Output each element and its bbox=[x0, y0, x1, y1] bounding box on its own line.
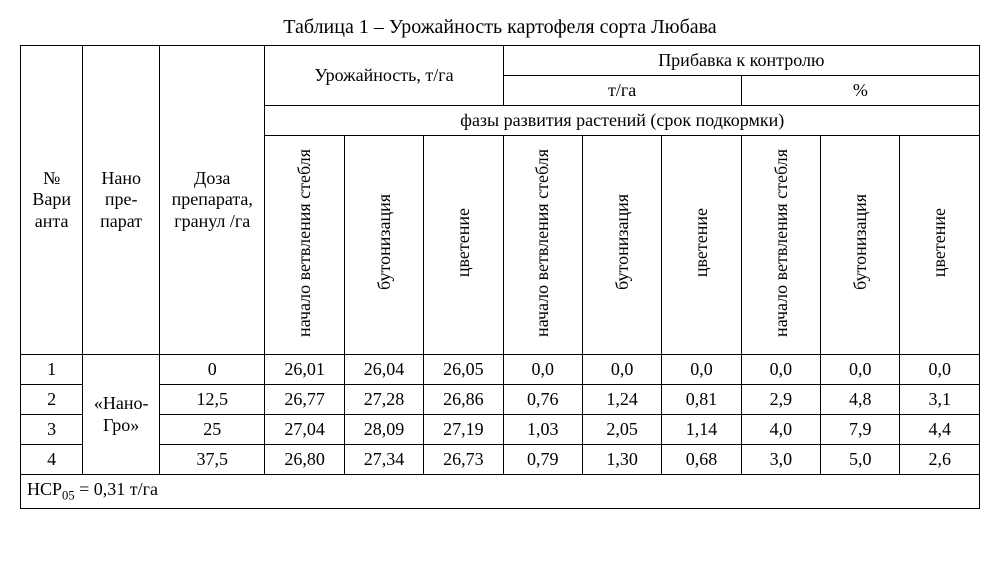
cell-value: 26,86 bbox=[424, 385, 503, 415]
phase-label: бутонизация bbox=[850, 188, 871, 296]
header-percent: % bbox=[741, 76, 979, 106]
cell-value: 1,14 bbox=[662, 415, 741, 445]
cell-value: 26,73 bbox=[424, 445, 503, 475]
header-phases-span: фазы развития растений (срок подкормки) bbox=[265, 106, 980, 136]
cell-prep-name: «Нано- Гро» bbox=[83, 355, 160, 475]
phase-label: цветение bbox=[453, 202, 474, 283]
cell-value: 1,24 bbox=[582, 385, 661, 415]
cell-value: 0,0 bbox=[821, 355, 900, 385]
header-dose: Доза препарата, гранул /га bbox=[160, 46, 265, 355]
cell-value: 27,28 bbox=[344, 385, 423, 415]
table-caption: Таблица 1 – Урожайность картофеля сорта … bbox=[20, 16, 980, 39]
footnote-cell: НСР05 = 0,31 т/га bbox=[21, 475, 980, 509]
cell-value: 27,34 bbox=[344, 445, 423, 475]
header-phase-y1: начало ветвления стебля bbox=[265, 136, 344, 355]
phase-label: бутонизация bbox=[612, 188, 633, 296]
cell-value: 27,19 bbox=[424, 415, 503, 445]
cell-value: 26,05 bbox=[424, 355, 503, 385]
header-phase-y2: бутонизация bbox=[344, 136, 423, 355]
cell-variant-no: 1 bbox=[21, 355, 83, 385]
cell-variant-no: 2 bbox=[21, 385, 83, 415]
cell-value: 0,0 bbox=[900, 355, 980, 385]
cell-value: 0,81 bbox=[662, 385, 741, 415]
header-phase-p2: бутонизация bbox=[821, 136, 900, 355]
header-phase-g2: бутонизация bbox=[582, 136, 661, 355]
cell-value: 0,68 bbox=[662, 445, 741, 475]
phase-label: начало ветвления стебля bbox=[294, 143, 315, 343]
cell-dose: 12,5 bbox=[160, 385, 265, 415]
cell-value: 4,4 bbox=[900, 415, 980, 445]
header-variant-no: № Вари анта bbox=[21, 46, 83, 355]
header-gain-control: Прибавка к контролю bbox=[503, 46, 979, 76]
header-phase-p1: начало ветвления стебля bbox=[741, 136, 820, 355]
header-phase-g1: начало ветвления стебля bbox=[503, 136, 582, 355]
header-phase-g3: цветение bbox=[662, 136, 741, 355]
footnote-rest: = 0,31 т/га bbox=[75, 479, 158, 499]
header-t-ha: т/га bbox=[503, 76, 741, 106]
header-phase-p3: цветение bbox=[900, 136, 980, 355]
cell-value: 1,03 bbox=[503, 415, 582, 445]
cell-dose: 37,5 bbox=[160, 445, 265, 475]
phase-label: цветение bbox=[691, 202, 712, 283]
table-footnote-row: НСР05 = 0,31 т/га bbox=[21, 475, 980, 509]
cell-value: 1,30 bbox=[582, 445, 661, 475]
cell-value: 4,0 bbox=[741, 415, 820, 445]
cell-dose: 25 bbox=[160, 415, 265, 445]
cell-value: 2,05 bbox=[582, 415, 661, 445]
footnote-prefix: НСР bbox=[27, 479, 62, 499]
cell-value: 0,79 bbox=[503, 445, 582, 475]
cell-dose: 0 bbox=[160, 355, 265, 385]
table-row: 4 37,5 26,80 27,34 26,73 0,79 1,30 0,68 … bbox=[21, 445, 980, 475]
cell-value: 5,0 bbox=[821, 445, 900, 475]
cell-value: 0,0 bbox=[503, 355, 582, 385]
cell-value: 0,0 bbox=[741, 355, 820, 385]
cell-variant-no: 3 bbox=[21, 415, 83, 445]
cell-value: 2,6 bbox=[900, 445, 980, 475]
cell-value: 3,1 bbox=[900, 385, 980, 415]
phase-label: начало ветвления стебля bbox=[532, 143, 553, 343]
cell-value: 2,9 bbox=[741, 385, 820, 415]
cell-value: 26,01 bbox=[265, 355, 344, 385]
phase-label: бутонизация bbox=[374, 188, 395, 296]
table-row: 1 «Нано- Гро» 0 26,01 26,04 26,05 0,0 0,… bbox=[21, 355, 980, 385]
footnote-sub: 05 bbox=[62, 489, 75, 503]
header-nano-prep: Нано пре- парат bbox=[83, 46, 160, 355]
phase-label: цветение bbox=[929, 202, 950, 283]
cell-value: 28,09 bbox=[344, 415, 423, 445]
cell-value: 7,9 bbox=[821, 415, 900, 445]
cell-value: 0,76 bbox=[503, 385, 582, 415]
cell-value: 27,04 bbox=[265, 415, 344, 445]
cell-value: 26,80 bbox=[265, 445, 344, 475]
cell-value: 3,0 bbox=[741, 445, 820, 475]
cell-value: 26,04 bbox=[344, 355, 423, 385]
cell-variant-no: 4 bbox=[21, 445, 83, 475]
yield-table: № Вари анта Нано пре- парат Доза препара… bbox=[20, 45, 980, 509]
table-row: 2 12,5 26,77 27,28 26,86 0,76 1,24 0,81 … bbox=[21, 385, 980, 415]
phase-label: начало ветвления стебля bbox=[771, 143, 792, 343]
cell-value: 4,8 bbox=[821, 385, 900, 415]
cell-value: 0,0 bbox=[582, 355, 661, 385]
table-row: 3 25 27,04 28,09 27,19 1,03 2,05 1,14 4,… bbox=[21, 415, 980, 445]
cell-value: 26,77 bbox=[265, 385, 344, 415]
header-yield: Урожайность, т/га bbox=[265, 46, 503, 106]
header-phase-y3: цветение bbox=[424, 136, 503, 355]
cell-value: 0,0 bbox=[662, 355, 741, 385]
